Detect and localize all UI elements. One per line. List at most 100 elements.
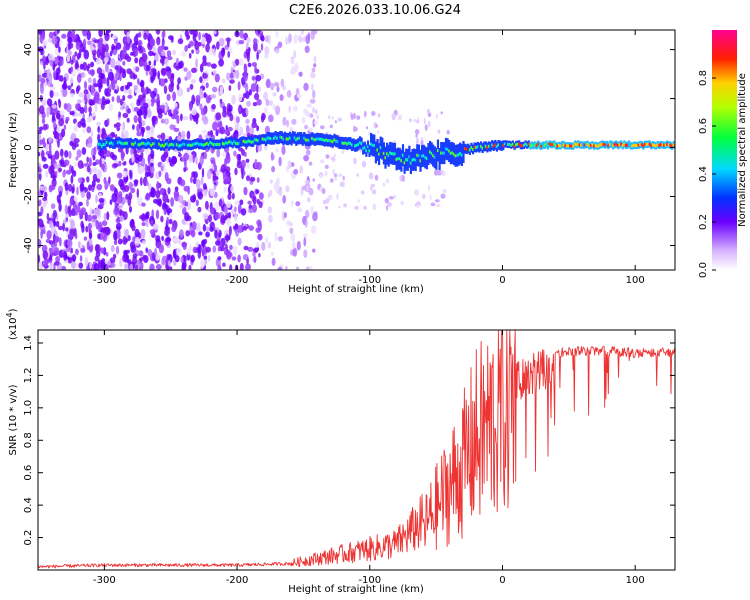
- ridge-core: [331, 140, 334, 144]
- noise-blob: [70, 77, 74, 84]
- noise-blob: [176, 248, 182, 256]
- noise-blob: [66, 103, 72, 113]
- noise-blob: [77, 99, 82, 104]
- noise-blob: [69, 111, 75, 116]
- noise-blob: [92, 167, 98, 174]
- noise-blob: [231, 94, 236, 105]
- noise-blob: [117, 204, 123, 209]
- noise-blob: [312, 90, 316, 99]
- ridge-core: [457, 153, 460, 157]
- noise-blob: [49, 149, 52, 157]
- noise-blob: [80, 118, 86, 126]
- noise-blob: [112, 34, 117, 40]
- ridge-core: [261, 137, 264, 141]
- noise-blob: [186, 130, 191, 140]
- noise-blob: [184, 159, 187, 168]
- ridge-core: [386, 152, 389, 156]
- noise-blob: [51, 36, 58, 45]
- noise-blob: [220, 214, 226, 224]
- noise-blob: [66, 55, 71, 63]
- ridge-band: [585, 141, 588, 149]
- noise-blob: [38, 134, 42, 140]
- ridge-core: [623, 142, 626, 146]
- noise-blob: [256, 51, 259, 61]
- ridge-core: [198, 142, 201, 146]
- x-tick-label: -100: [358, 575, 381, 586]
- noise-blob: [85, 225, 89, 233]
- noise-blob: [252, 102, 258, 107]
- ridge-core: [405, 158, 408, 162]
- noise-blob: [163, 46, 169, 51]
- noise-blob: [58, 167, 63, 173]
- ridge-core: [640, 143, 643, 147]
- noise-blob: [173, 190, 179, 198]
- noise-blob: [215, 112, 222, 121]
- noise-blob: [264, 125, 270, 134]
- ridge-core: [209, 141, 212, 145]
- noise-blob: [370, 183, 376, 188]
- ridge-core: [446, 147, 449, 151]
- noise-blob: [126, 117, 130, 123]
- noise-blob: [150, 187, 157, 198]
- noise-blob: [129, 102, 135, 108]
- noise-blob: [87, 222, 92, 230]
- ridge-band: [260, 134, 263, 145]
- noise-blob: [247, 246, 254, 252]
- noise-blob: [194, 40, 200, 51]
- ridge-band: [610, 140, 613, 148]
- noise-blob: [73, 138, 80, 144]
- noise-blob: [41, 30, 45, 39]
- ridge-core: [199, 142, 202, 146]
- noise-blob: [268, 34, 271, 45]
- noise-blob: [149, 263, 155, 270]
- ridge-core: [346, 142, 349, 146]
- ridge-core: [206, 141, 209, 145]
- noise-blob: [306, 103, 312, 108]
- noise-blob: [79, 182, 85, 192]
- noise-blob: [277, 41, 283, 48]
- noise-blob: [442, 188, 447, 194]
- x-tick-label: -200: [226, 575, 249, 586]
- noise-blob: [46, 230, 52, 240]
- noise-blob: [213, 30, 217, 35]
- noise-blob: [42, 141, 47, 148]
- ridge-core: [225, 141, 228, 145]
- noise-blob: [81, 147, 87, 155]
- noise-blob: [126, 36, 131, 44]
- noise-blob: [269, 179, 273, 184]
- noise-blob: [57, 66, 61, 72]
- noise-blob: [144, 194, 151, 201]
- noise-blob: [215, 240, 221, 246]
- noise-blob: [146, 108, 152, 119]
- ridge-core: [538, 144, 541, 148]
- ridge-core: [175, 143, 178, 147]
- noise-blob: [120, 151, 125, 162]
- noise-blob: [108, 176, 111, 184]
- noise-blob: [83, 49, 90, 60]
- noise-blob: [414, 189, 419, 196]
- noise-blob: [333, 175, 338, 181]
- noise-blob: [98, 30, 103, 38]
- ridge-core: [464, 147, 467, 151]
- noise-blob: [49, 59, 54, 67]
- ridge-core: [596, 144, 599, 148]
- noise-blob: [186, 247, 191, 256]
- noise-blob: [186, 71, 192, 80]
- noise-blob: [276, 86, 280, 93]
- snr-x-ticks: -300 -200 -100 0 100: [93, 330, 645, 586]
- colorbar-label: Normalized spectral amplitude: [737, 73, 748, 227]
- noise-blob: [189, 83, 194, 90]
- ridge-core: [565, 144, 569, 148]
- ridge-core: [637, 143, 640, 147]
- noise-blob: [59, 159, 64, 165]
- noise-blob: [229, 264, 233, 270]
- ridge-band: [113, 139, 116, 149]
- ridge-core: [368, 149, 371, 153]
- noise-blob: [270, 82, 275, 91]
- noise-blob: [139, 105, 145, 116]
- noise-blob: [101, 158, 105, 166]
- noise-blob: [303, 82, 309, 91]
- noise-blob: [339, 181, 344, 187]
- ridge-core: [320, 137, 323, 141]
